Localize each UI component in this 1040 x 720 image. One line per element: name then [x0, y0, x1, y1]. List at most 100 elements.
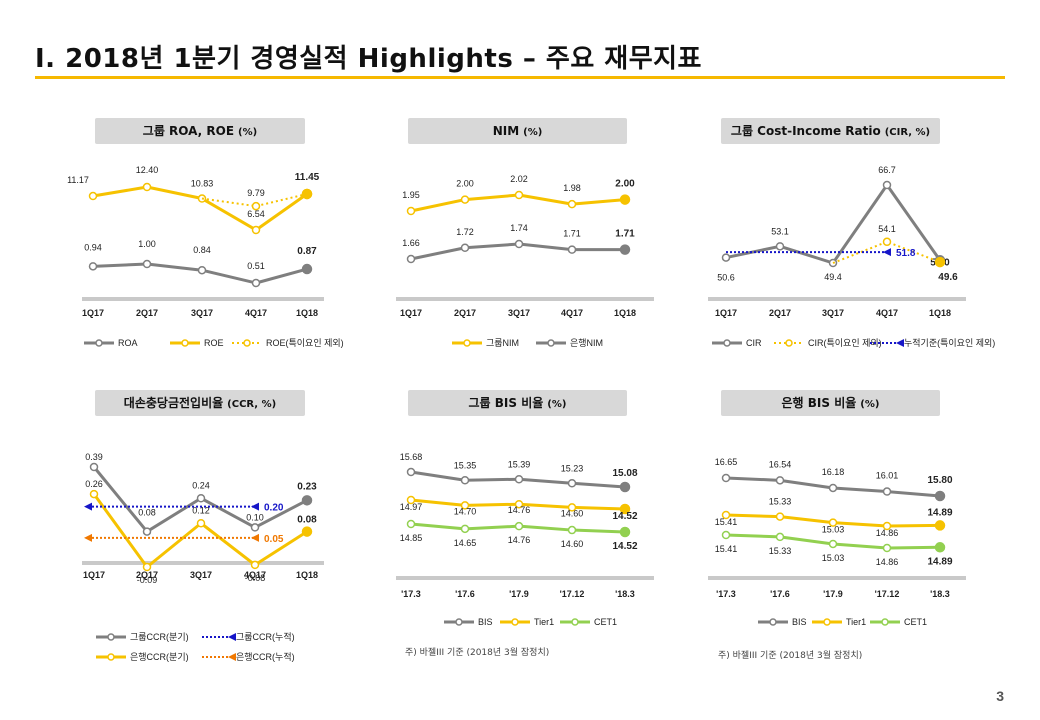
data-label: 0.87 [297, 246, 317, 257]
data-label: 1.00 [138, 239, 156, 249]
x-tick-label: 4Q17 [245, 308, 267, 318]
data-point [250, 560, 260, 570]
data-label: 14.65 [454, 538, 477, 548]
data-label: 15.41 [715, 544, 738, 554]
data-point [721, 473, 731, 483]
x-tick-label: 3Q17 [508, 308, 530, 318]
data-label: 16.18 [822, 467, 845, 477]
data-point [882, 487, 892, 496]
legend-label: 누적기준(특이요인 제외) [904, 337, 995, 348]
data-label: 14.52 [612, 541, 637, 552]
x-tick-label: 1Q17 [82, 308, 104, 318]
data-label: 14.76 [508, 535, 531, 545]
data-point [775, 242, 785, 251]
panel-unit: (CCR, %) [227, 399, 277, 410]
x-tick-label: '17.3 [716, 589, 736, 599]
x-tick-label: 1Q18 [614, 308, 636, 318]
data-point [619, 526, 631, 538]
panel-unit: (%) [523, 127, 543, 138]
data-label: 16.65 [715, 457, 738, 467]
data-point [196, 494, 206, 503]
data-point [406, 519, 416, 529]
data-label: 14.89 [927, 507, 952, 518]
data-point [721, 530, 731, 540]
data-point [567, 503, 577, 512]
legend-marker [769, 618, 777, 626]
panel-title-cir: 그룹 Cost-Income Ratio (CIR, %) [721, 118, 940, 144]
data-label: 14.85 [400, 533, 423, 543]
data-label: 15.80 [927, 475, 952, 486]
data-label: 14.97 [400, 502, 423, 512]
data-point [514, 499, 524, 509]
data-point [934, 256, 946, 268]
data-point [406, 495, 416, 505]
data-label: 2.02 [510, 174, 528, 184]
data-point [197, 265, 207, 275]
data-point [301, 526, 313, 537]
legend-marker [181, 339, 189, 347]
data-point [934, 542, 946, 553]
data-label: 0.84 [193, 245, 211, 255]
data-label: 0.24 [192, 480, 210, 490]
reference-marker [251, 533, 259, 542]
panel-title-nim: NIM (%) [408, 118, 627, 144]
data-label: 0.39 [85, 452, 103, 462]
data-label: 15.39 [508, 459, 531, 469]
data-point [142, 182, 152, 192]
legend-marker [571, 618, 579, 626]
reference-left-marker [84, 533, 92, 542]
data-point [514, 190, 524, 200]
data-point [251, 225, 261, 235]
data-label: 15.35 [454, 460, 477, 470]
data-label: 0.08 [138, 508, 156, 518]
data-label: 0.26 [85, 479, 103, 489]
data-point [89, 489, 99, 499]
data-point [934, 490, 946, 502]
panel-title-text: 은행 BIS 비율 [781, 396, 857, 410]
data-label: 66.7 [878, 165, 896, 175]
legend-marker [511, 618, 519, 626]
legend-marker [463, 339, 471, 347]
legend-marker [107, 653, 115, 661]
data-label: 15.23 [561, 463, 584, 473]
panel-title-roa-roe: 그룹 ROA, ROE (%) [95, 118, 305, 144]
reference-label: 0.20 [264, 503, 284, 514]
data-label: 49.6 [938, 272, 958, 283]
legend-marker [785, 339, 793, 347]
panel-title-text: 그룹 Cost-Income Ratio [730, 124, 881, 138]
cir-chart: 1Q172Q173Q174Q171Q1850.653.149.466.750.0… [708, 165, 995, 348]
x-tick-label: 3Q17 [190, 570, 212, 580]
data-label: 14.86 [876, 528, 899, 538]
data-point [301, 495, 313, 506]
data-label: 11.17 [67, 175, 89, 185]
legend-label: BIS [478, 617, 493, 627]
x-tick-label: 3Q17 [191, 308, 213, 318]
data-point [460, 243, 470, 252]
data-label: 1.74 [510, 223, 528, 233]
reference-marker [883, 248, 891, 257]
x-tick-label: '18.3 [930, 589, 950, 599]
data-point [721, 510, 731, 520]
legend-marker [243, 339, 251, 347]
data-point [828, 518, 838, 527]
data-label: 6.54 [247, 209, 265, 219]
nim-chart: 1Q17 2Q17 3Q17 4Q17 1Q18 1.95 2.00 2.02 1.98 2.00… [396, 174, 654, 348]
panel-title-ccr: 대손충당금전입비율 (CCR, %) [95, 390, 305, 416]
data-point [460, 476, 470, 485]
legend-marker [95, 339, 103, 347]
data-label: 50.6 [717, 273, 735, 283]
data-point [142, 562, 152, 572]
reference-label: 51.8 [896, 248, 916, 259]
legend-label: BIS [792, 617, 807, 627]
legend-label: 은행CCR(누적) [236, 651, 295, 662]
data-label: 15.08 [612, 468, 637, 479]
x-tick-label: 3Q17 [822, 308, 844, 318]
reference-label: 0.05 [264, 534, 284, 545]
series-line [92, 185, 308, 232]
data-point [619, 244, 631, 255]
data-label: 2.00 [615, 179, 635, 190]
legend-marker [547, 339, 555, 347]
legend-label: ROA [118, 338, 138, 348]
x-tick-label: '17.3 [401, 589, 421, 599]
data-point [882, 237, 892, 247]
